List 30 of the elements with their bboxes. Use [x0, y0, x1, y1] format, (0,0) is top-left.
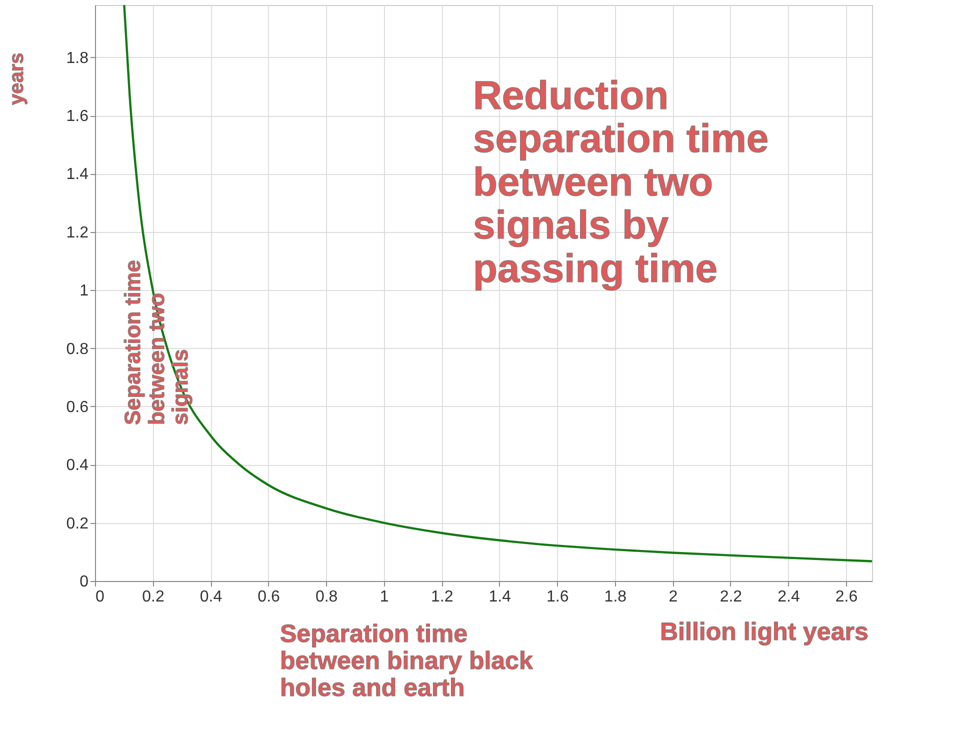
y-tick-label: 1.2: [66, 224, 89, 242]
x-tick-label: 2: [668, 588, 678, 606]
x-tick-label: 0.4: [200, 588, 222, 606]
line-series: [123, 5, 872, 562]
y-tick-label: 0: [80, 574, 89, 590]
y-tick-label: 0.2: [66, 515, 89, 532]
x-tick-label: 0.8: [315, 588, 338, 606]
y-tick-label: 1.6: [66, 108, 89, 126]
x-tick-label: 2.6: [835, 588, 858, 606]
x-tick-label: 0.2: [142, 588, 164, 606]
x-tick-label: 1.4: [488, 588, 512, 606]
y-tick-label: 1: [80, 282, 89, 300]
y-tick-label: 0.4: [66, 457, 89, 474]
x-axis-title: Billion light years: [660, 618, 868, 646]
annotation: Reduction separation time between two signals by passing time: [473, 74, 769, 291]
annotation: Separation time between two signals: [120, 260, 193, 425]
x-tick-label: 1.8: [604, 588, 627, 606]
x-tick-label: 0.6: [258, 588, 280, 606]
x-tick-label: 2.4: [778, 588, 800, 606]
x-tick-label: 1.6: [546, 588, 569, 606]
x-tick-label: 1.2: [430, 588, 454, 606]
y-tick-label: 0.8: [66, 340, 89, 358]
x-tick-label: 0: [96, 588, 104, 606]
y-tick-label: 0.6: [66, 398, 89, 416]
x-tick-label: 1: [380, 588, 389, 606]
y-tick-label: 1.8: [66, 50, 89, 67]
x-tick-label: 2.2: [720, 588, 742, 606]
y-axis-title: years: [6, 52, 28, 105]
y-tick-label: 1.4: [66, 166, 89, 184]
text: Separation time between binary black holes and earth: [280, 620, 533, 702]
